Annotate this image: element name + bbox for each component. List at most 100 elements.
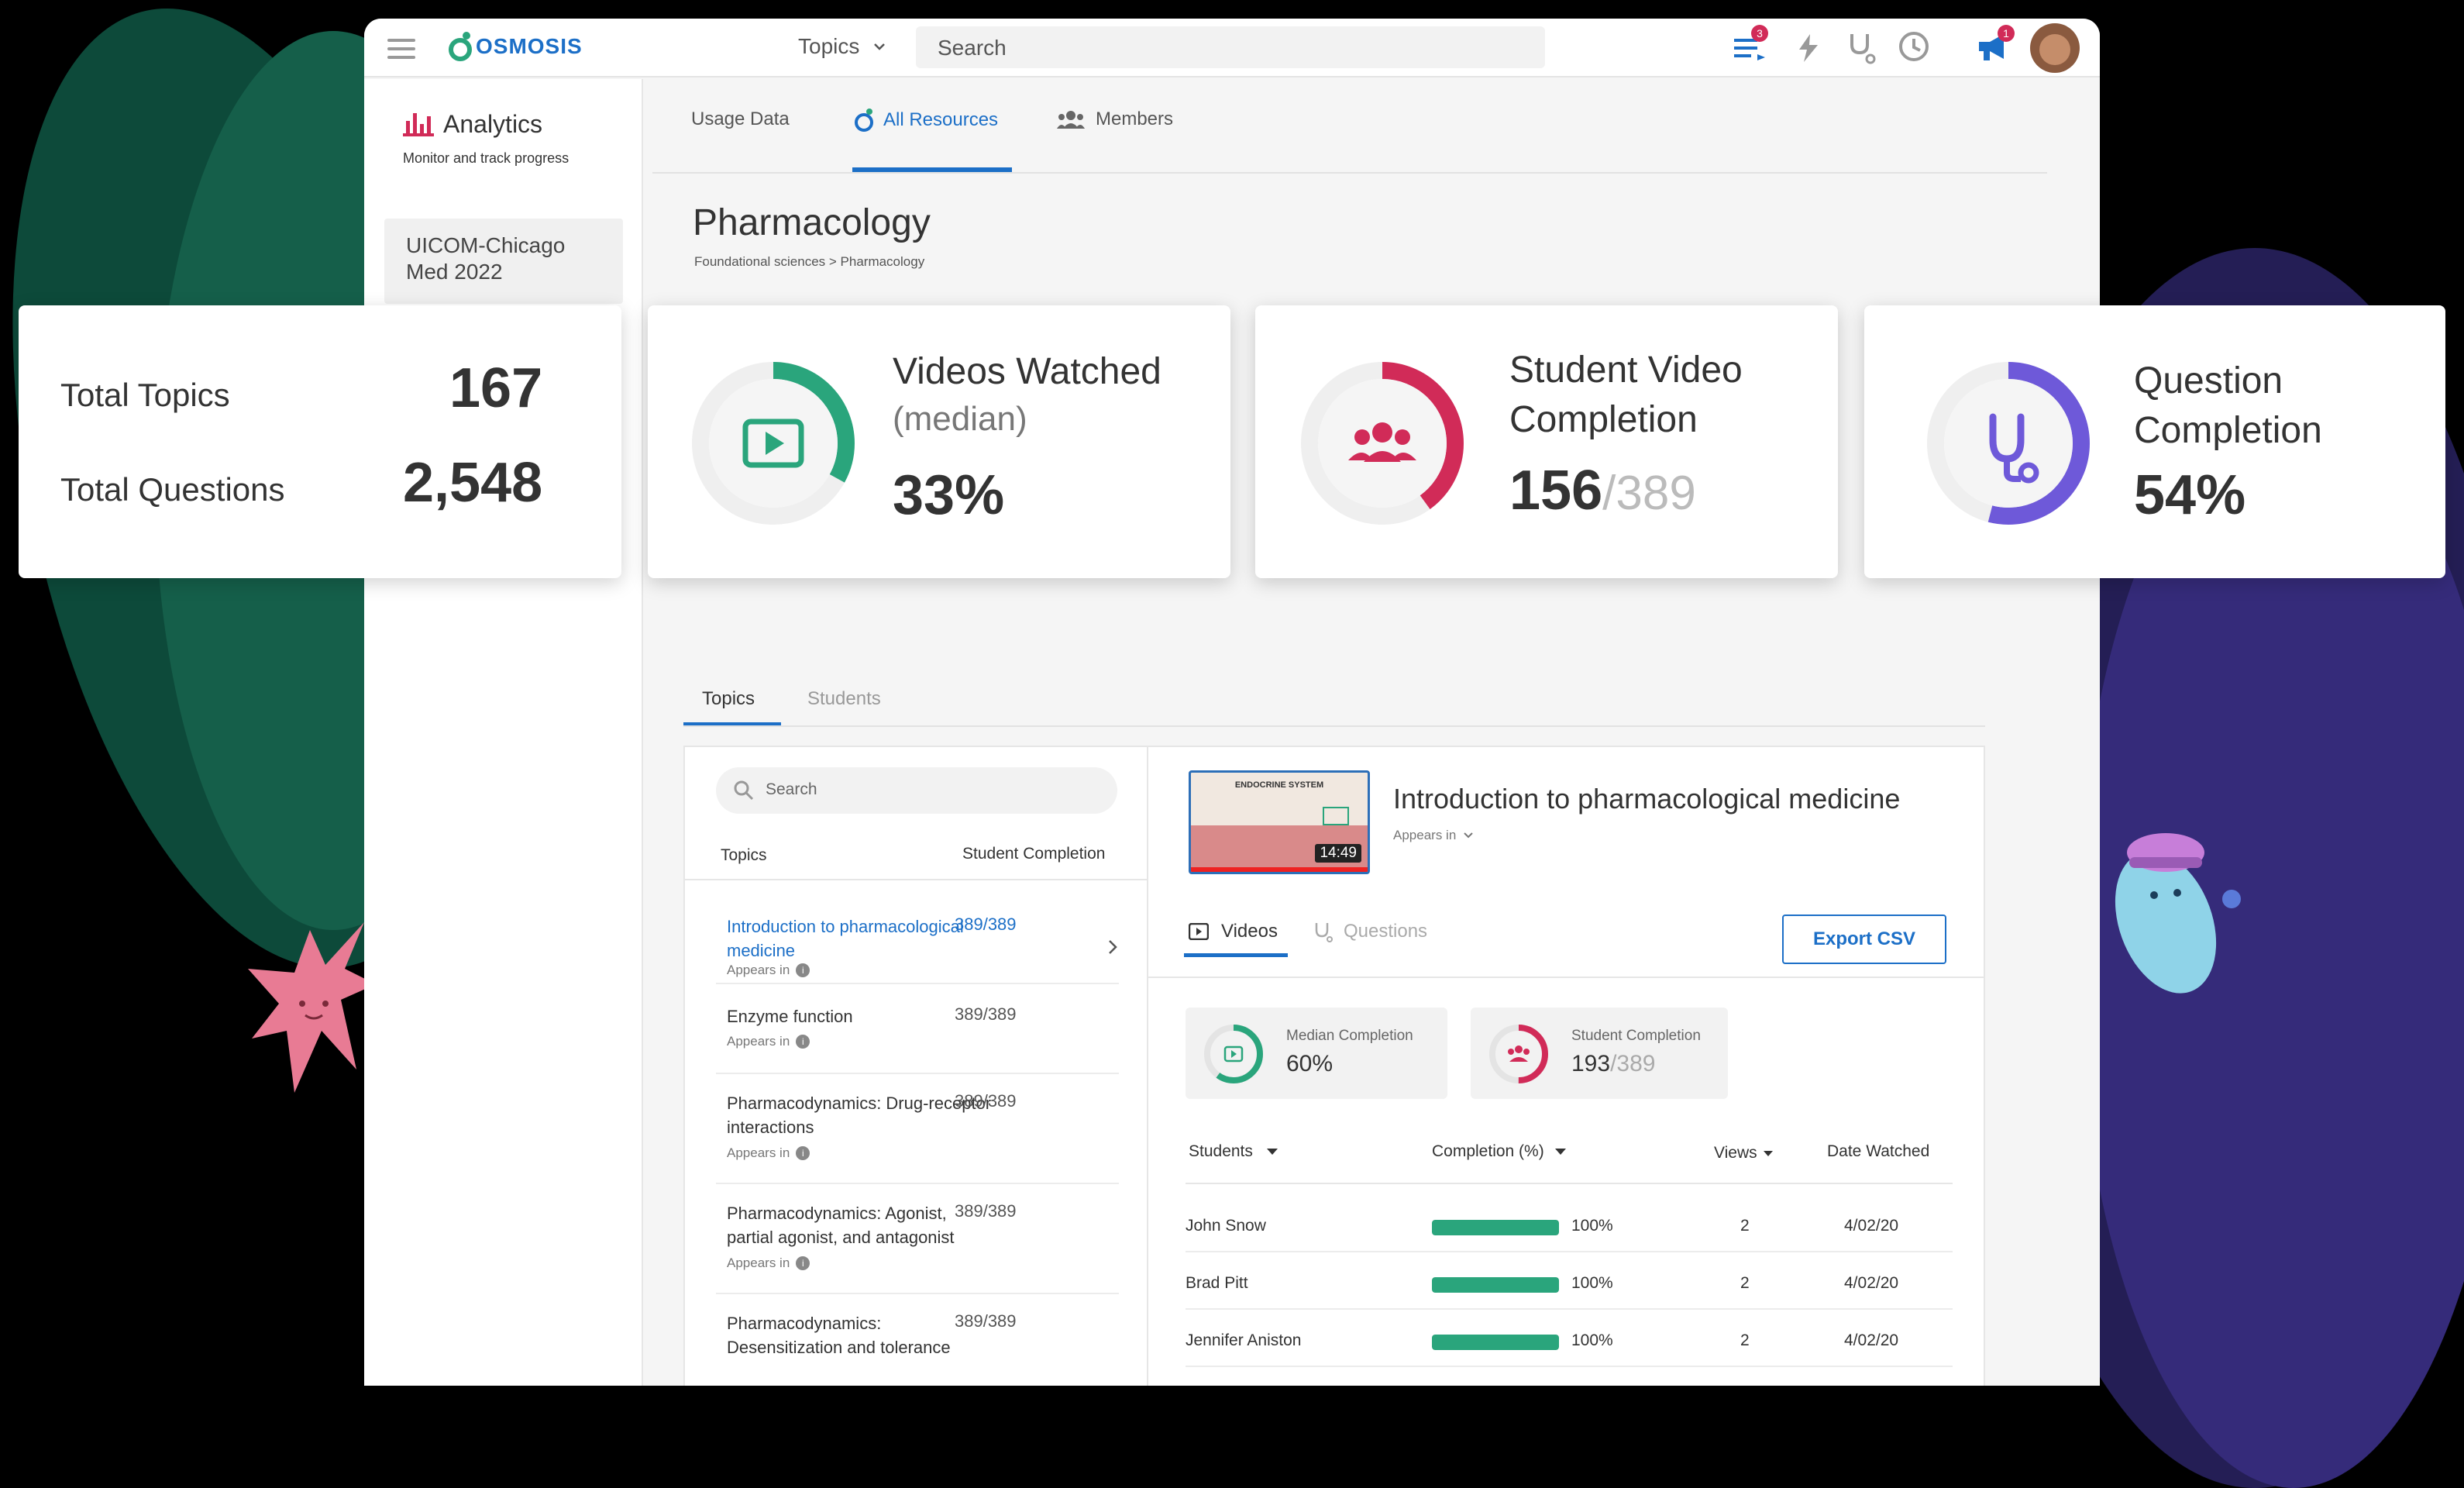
student-name: Jennifer Aniston <box>1186 1331 1302 1349</box>
study-list-icon[interactable]: 3 <box>1733 25 1771 68</box>
student-video-completion-count: 156 <box>1509 460 1603 522</box>
tab-usage-data[interactable]: Usage Data <box>691 108 790 130</box>
question-completion-ring <box>1927 362 2090 525</box>
tab-all-resources[interactable]: All Resources <box>852 107 998 133</box>
detail-tab-questions[interactable]: Questions <box>1313 921 1427 942</box>
totals-card: Total Topics 167 Total Questions 2,548 <box>19 305 621 578</box>
hamburger-menu-icon[interactable] <box>387 34 415 62</box>
videos-watched-ring <box>692 362 855 525</box>
sort-caret-icon <box>1266 1149 1278 1155</box>
appears-in-label: Appears in <box>727 963 790 977</box>
announcement-badge: 1 <box>1998 25 2015 42</box>
user-avatar[interactable] <box>2030 23 2080 73</box>
detail-appears-label: Appears in <box>1393 828 1457 842</box>
active-tab-indicator <box>852 167 1012 172</box>
top-bar: OSMOSIS Topics Search 3 1 <box>364 19 2100 78</box>
topics-dropdown-label: Topics <box>798 34 860 58</box>
topic-row[interactable]: Introduction to pharmacological medicine… <box>716 887 1119 984</box>
topic-row-appears[interactable]: Appears in i <box>727 963 810 978</box>
main-content: Usage Data All Resources Members Pharmac… <box>645 79 2100 1386</box>
chevron-right-icon <box>1109 940 1117 954</box>
topic-row-name: Pharmacodynamics: Agonist, partial agoni… <box>727 1204 955 1247</box>
topic-row-value: 389/389 <box>955 1311 1017 1331</box>
topics-dropdown[interactable]: Topics <box>798 34 887 59</box>
breadcrumb: Foundational sciences > Pharmacology <box>694 254 925 269</box>
student-video-completion-total: /389 <box>1602 467 1696 520</box>
topic-row[interactable]: Enzyme function 389/389 Appears in i <box>716 984 1119 1074</box>
topic-row-appears[interactable]: Appears in i <box>727 1145 810 1161</box>
topic-row-name: Pharmacodynamics: Drug-receptor interact… <box>727 1094 992 1137</box>
detail-panel: ENDOCRINE SYSTEM 14:49 Introduction to p… <box>1148 746 1985 1386</box>
sidebar-subtitle: Monitor and track progress <box>403 150 570 166</box>
logo-mark-icon <box>449 32 472 61</box>
notification-badge: 3 <box>1751 25 1768 42</box>
search-icon <box>734 780 754 801</box>
cohort-selector[interactable]: UICOM-Chicago Med 2022 <box>384 219 623 304</box>
stethoscope-icon <box>1315 923 1333 942</box>
detail-appears-dropdown[interactable]: Appears in <box>1393 828 1475 843</box>
stethoscope-icon[interactable] <box>1846 31 1877 65</box>
export-csv-button[interactable]: Export CSV <box>1782 914 1946 964</box>
info-icon: i <box>796 1256 810 1270</box>
student-video-completion-ring <box>1301 362 1464 525</box>
completion-bar <box>1432 1220 1559 1235</box>
completion-bar-fill <box>1432 1220 1559 1235</box>
student-row[interactable]: Jennifer Aniston 100% 2 4/02/20 <box>1186 1310 1953 1367</box>
top-search-placeholder: Search <box>938 36 1007 60</box>
topic-row-value: 389/389 <box>955 1201 1017 1221</box>
student-row[interactable]: Brad Pitt 100% 2 4/02/20 <box>1186 1252 1953 1310</box>
osmosis-logo[interactable]: OSMOSIS <box>448 29 583 64</box>
announcements-icon[interactable]: 1 <box>1976 25 2015 68</box>
videos-watched-value: 33% <box>893 464 1005 526</box>
info-icon: i <box>796 1035 810 1049</box>
video-thumbnail[interactable]: ENDOCRINE SYSTEM 14:49 <box>1189 770 1370 874</box>
topic-row-name: Introduction to pharmacological medicine <box>727 917 964 960</box>
tab-all-resources-label: All Resources <box>883 109 999 130</box>
flashcards-bolt-icon[interactable] <box>1795 33 1822 64</box>
col-completion-sort[interactable]: Completion (%) <box>1432 1142 1566 1161</box>
col-completion-label: Completion (%) <box>1432 1142 1544 1160</box>
tab-members[interactable]: Members <box>1057 108 1173 130</box>
topic-row[interactable]: Pharmacodynamics: Drug-receptor interact… <box>716 1074 1119 1184</box>
detail-tab-questions-label: Questions <box>1344 921 1428 942</box>
subtab-students[interactable]: Students <box>807 688 881 709</box>
videos-watched-subtitle: (median) <box>893 400 1027 438</box>
detail-tab-videos-label: Videos <box>1221 921 1278 942</box>
tab-members-label: Members <box>1096 108 1174 129</box>
sort-caret-icon <box>1554 1149 1566 1155</box>
top-search-input[interactable]: Search <box>916 26 1545 68</box>
topics-search-input[interactable]: Search <box>716 767 1117 814</box>
chevron-down-icon <box>874 43 886 50</box>
topic-row-name: Pharmacodynamics: Desensitization and to… <box>727 1314 951 1357</box>
topic-row[interactable]: Pharmacodynamics: Desensitization and to… <box>716 1294 1119 1386</box>
col-views-sort[interactable]: Views <box>1714 1144 1773 1162</box>
col-students-sort[interactable]: Students <box>1189 1142 1278 1161</box>
appears-in-label: Appears in <box>727 1256 790 1270</box>
table-header-divider <box>1186 1183 1953 1184</box>
history-clock-icon[interactable] <box>1897 29 1931 64</box>
completion-percent: 100% <box>1571 1217 1613 1235</box>
topics-header-divider <box>685 879 1147 880</box>
total-topics-value: 167 <box>449 357 543 419</box>
topic-row-appears[interactable]: Appears in i <box>727 1256 810 1271</box>
student-completion-count: 193 <box>1571 1051 1611 1076</box>
student-row[interactable]: John Snow 100% 2 4/02/20 <box>1186 1195 1953 1252</box>
tabs-divider <box>652 172 2047 174</box>
total-questions-label: Total Questions <box>60 471 285 508</box>
topic-row-value: 389/389 <box>955 1091 1017 1111</box>
appears-in-label: Appears in <box>727 1034 790 1049</box>
topic-row[interactable]: Pharmacodynamics: Agonist, partial agoni… <box>716 1184 1119 1294</box>
topics-search-placeholder: Search <box>766 780 817 798</box>
median-completion-value: 60% <box>1286 1051 1334 1076</box>
subtab-active-indicator <box>683 722 781 726</box>
col-students-label: Students <box>1189 1142 1253 1160</box>
topic-row-appears[interactable]: Appears in i <box>727 1034 810 1049</box>
col-views-label: Views <box>1714 1144 1757 1162</box>
chevron-down-icon <box>1464 832 1473 839</box>
detail-tabs-divider <box>1148 976 1984 978</box>
detail-tab-videos[interactable]: Videos <box>1189 921 1278 942</box>
subtab-topics[interactable]: Topics <box>702 688 755 709</box>
completion-percent: 100% <box>1571 1274 1613 1292</box>
student-completion-value: 193/389 <box>1571 1051 1655 1077</box>
median-completion-ring <box>1204 1025 1263 1083</box>
